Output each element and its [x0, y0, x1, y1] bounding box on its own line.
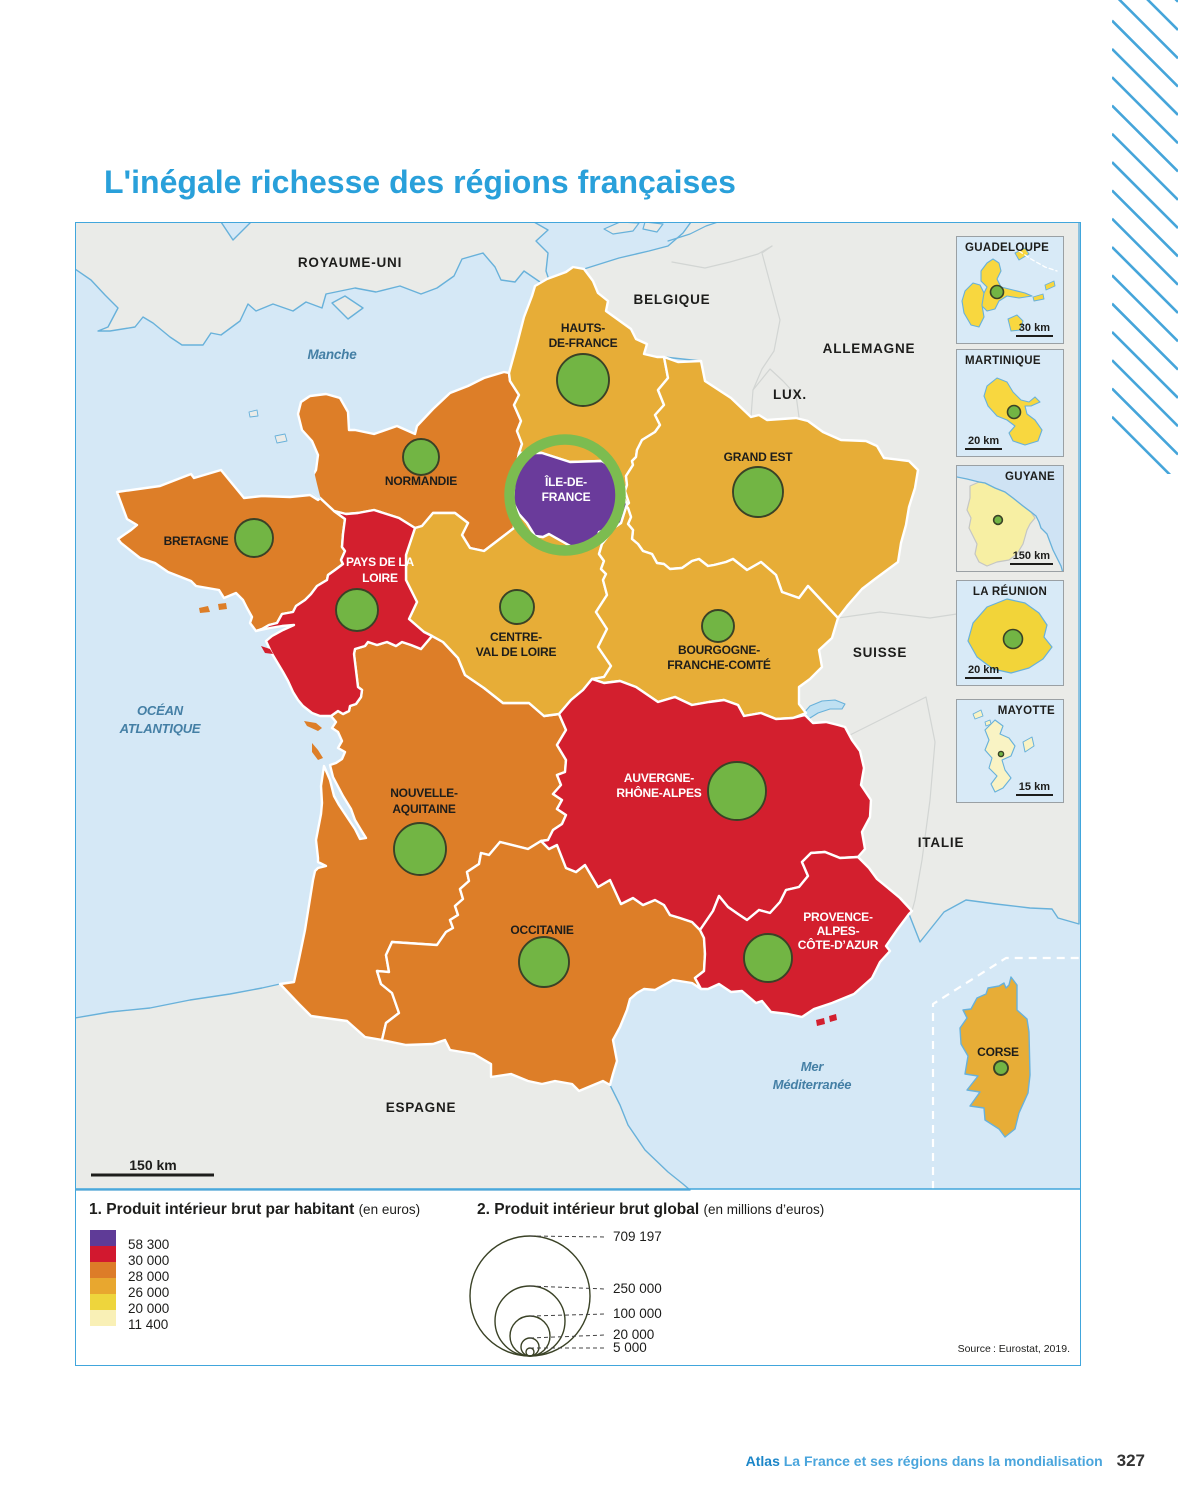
svg-text:LUX.: LUX.	[773, 387, 807, 402]
svg-text:BRETAGNE: BRETAGNE	[164, 534, 229, 548]
svg-text:VAL DE LOIRE: VAL DE LOIRE	[476, 645, 557, 659]
svg-text:ESPAGNE: ESPAGNE	[386, 1100, 457, 1115]
svg-text:PROVENCE-: PROVENCE-	[803, 910, 873, 924]
svg-text:Manche: Manche	[307, 347, 357, 362]
svg-text:AUVERGNE-: AUVERGNE-	[624, 771, 694, 785]
svg-text:ATLANTIQUE: ATLANTIQUE	[119, 721, 201, 736]
svg-text:LOIRE: LOIRE	[362, 571, 398, 585]
svg-text:SUISSE: SUISSE	[853, 645, 907, 660]
svg-text:CÔTE-D’AZUR: CÔTE-D’AZUR	[798, 937, 879, 952]
svg-text:250 000: 250 000	[613, 1281, 662, 1296]
svg-text:CENTRE-: CENTRE-	[490, 630, 542, 644]
svg-text:OCCITANIE: OCCITANIE	[510, 923, 574, 937]
svg-text:RHÔNE-ALPES: RHÔNE-ALPES	[616, 785, 701, 800]
svg-text:BOURGOGNE-: BOURGOGNE-	[678, 643, 760, 657]
svg-text:709 197: 709 197	[613, 1229, 662, 1244]
svg-text:1. Produit intérieur brut par: 1. Produit intérieur brut par habitant (…	[89, 1201, 420, 1218]
svg-text:ÎLE-DE-: ÎLE-DE-	[544, 474, 587, 489]
svg-text:5 000: 5 000	[613, 1340, 647, 1355]
svg-text:2. Produit intérieur brut glob: 2. Produit intérieur brut global (en mil…	[477, 1201, 824, 1218]
svg-text:58 300: 58 300	[128, 1237, 169, 1252]
svg-text:DE-FRANCE: DE-FRANCE	[549, 336, 618, 350]
svg-text:ROYAUME-UNI: ROYAUME-UNI	[298, 255, 402, 270]
svg-text:30 000: 30 000	[128, 1253, 169, 1268]
svg-text:26 000: 26 000	[128, 1285, 169, 1300]
svg-text:OCÉAN: OCÉAN	[137, 703, 184, 718]
svg-text:BELGIQUE: BELGIQUE	[634, 292, 711, 307]
svg-text:150 km: 150 km	[129, 1157, 176, 1173]
svg-text:ITALIE: ITALIE	[918, 835, 965, 850]
svg-text:11 400: 11 400	[128, 1317, 168, 1332]
svg-text:ALLEMAGNE: ALLEMAGNE	[823, 341, 916, 356]
svg-text:NOUVELLE-: NOUVELLE-	[390, 786, 458, 800]
svg-text:Méditerranée: Méditerranée	[773, 1077, 852, 1092]
svg-text:28 000: 28 000	[128, 1269, 169, 1284]
svg-text:GRAND EST: GRAND EST	[724, 450, 794, 464]
svg-text:FRANCE: FRANCE	[542, 490, 591, 504]
svg-text:20 000: 20 000	[128, 1301, 169, 1316]
svg-text:ALPES-: ALPES-	[817, 924, 860, 938]
svg-text:Mer: Mer	[801, 1059, 825, 1074]
svg-text:NORMANDIE: NORMANDIE	[385, 474, 457, 488]
svg-text:CORSE: CORSE	[977, 1045, 1019, 1059]
svg-text:PAYS DE LA: PAYS DE LA	[346, 555, 415, 569]
svg-text:FRANCHE-COMTÉ: FRANCHE-COMTÉ	[667, 657, 771, 672]
svg-text:100 000: 100 000	[613, 1306, 662, 1321]
svg-text:HAUTS-: HAUTS-	[561, 321, 605, 335]
svg-text:20 000: 20 000	[613, 1327, 654, 1342]
svg-text:AQUITAINE: AQUITAINE	[392, 802, 456, 816]
svg-text:Source : Eurostat, 2019.: Source : Eurostat, 2019.	[958, 1343, 1070, 1355]
